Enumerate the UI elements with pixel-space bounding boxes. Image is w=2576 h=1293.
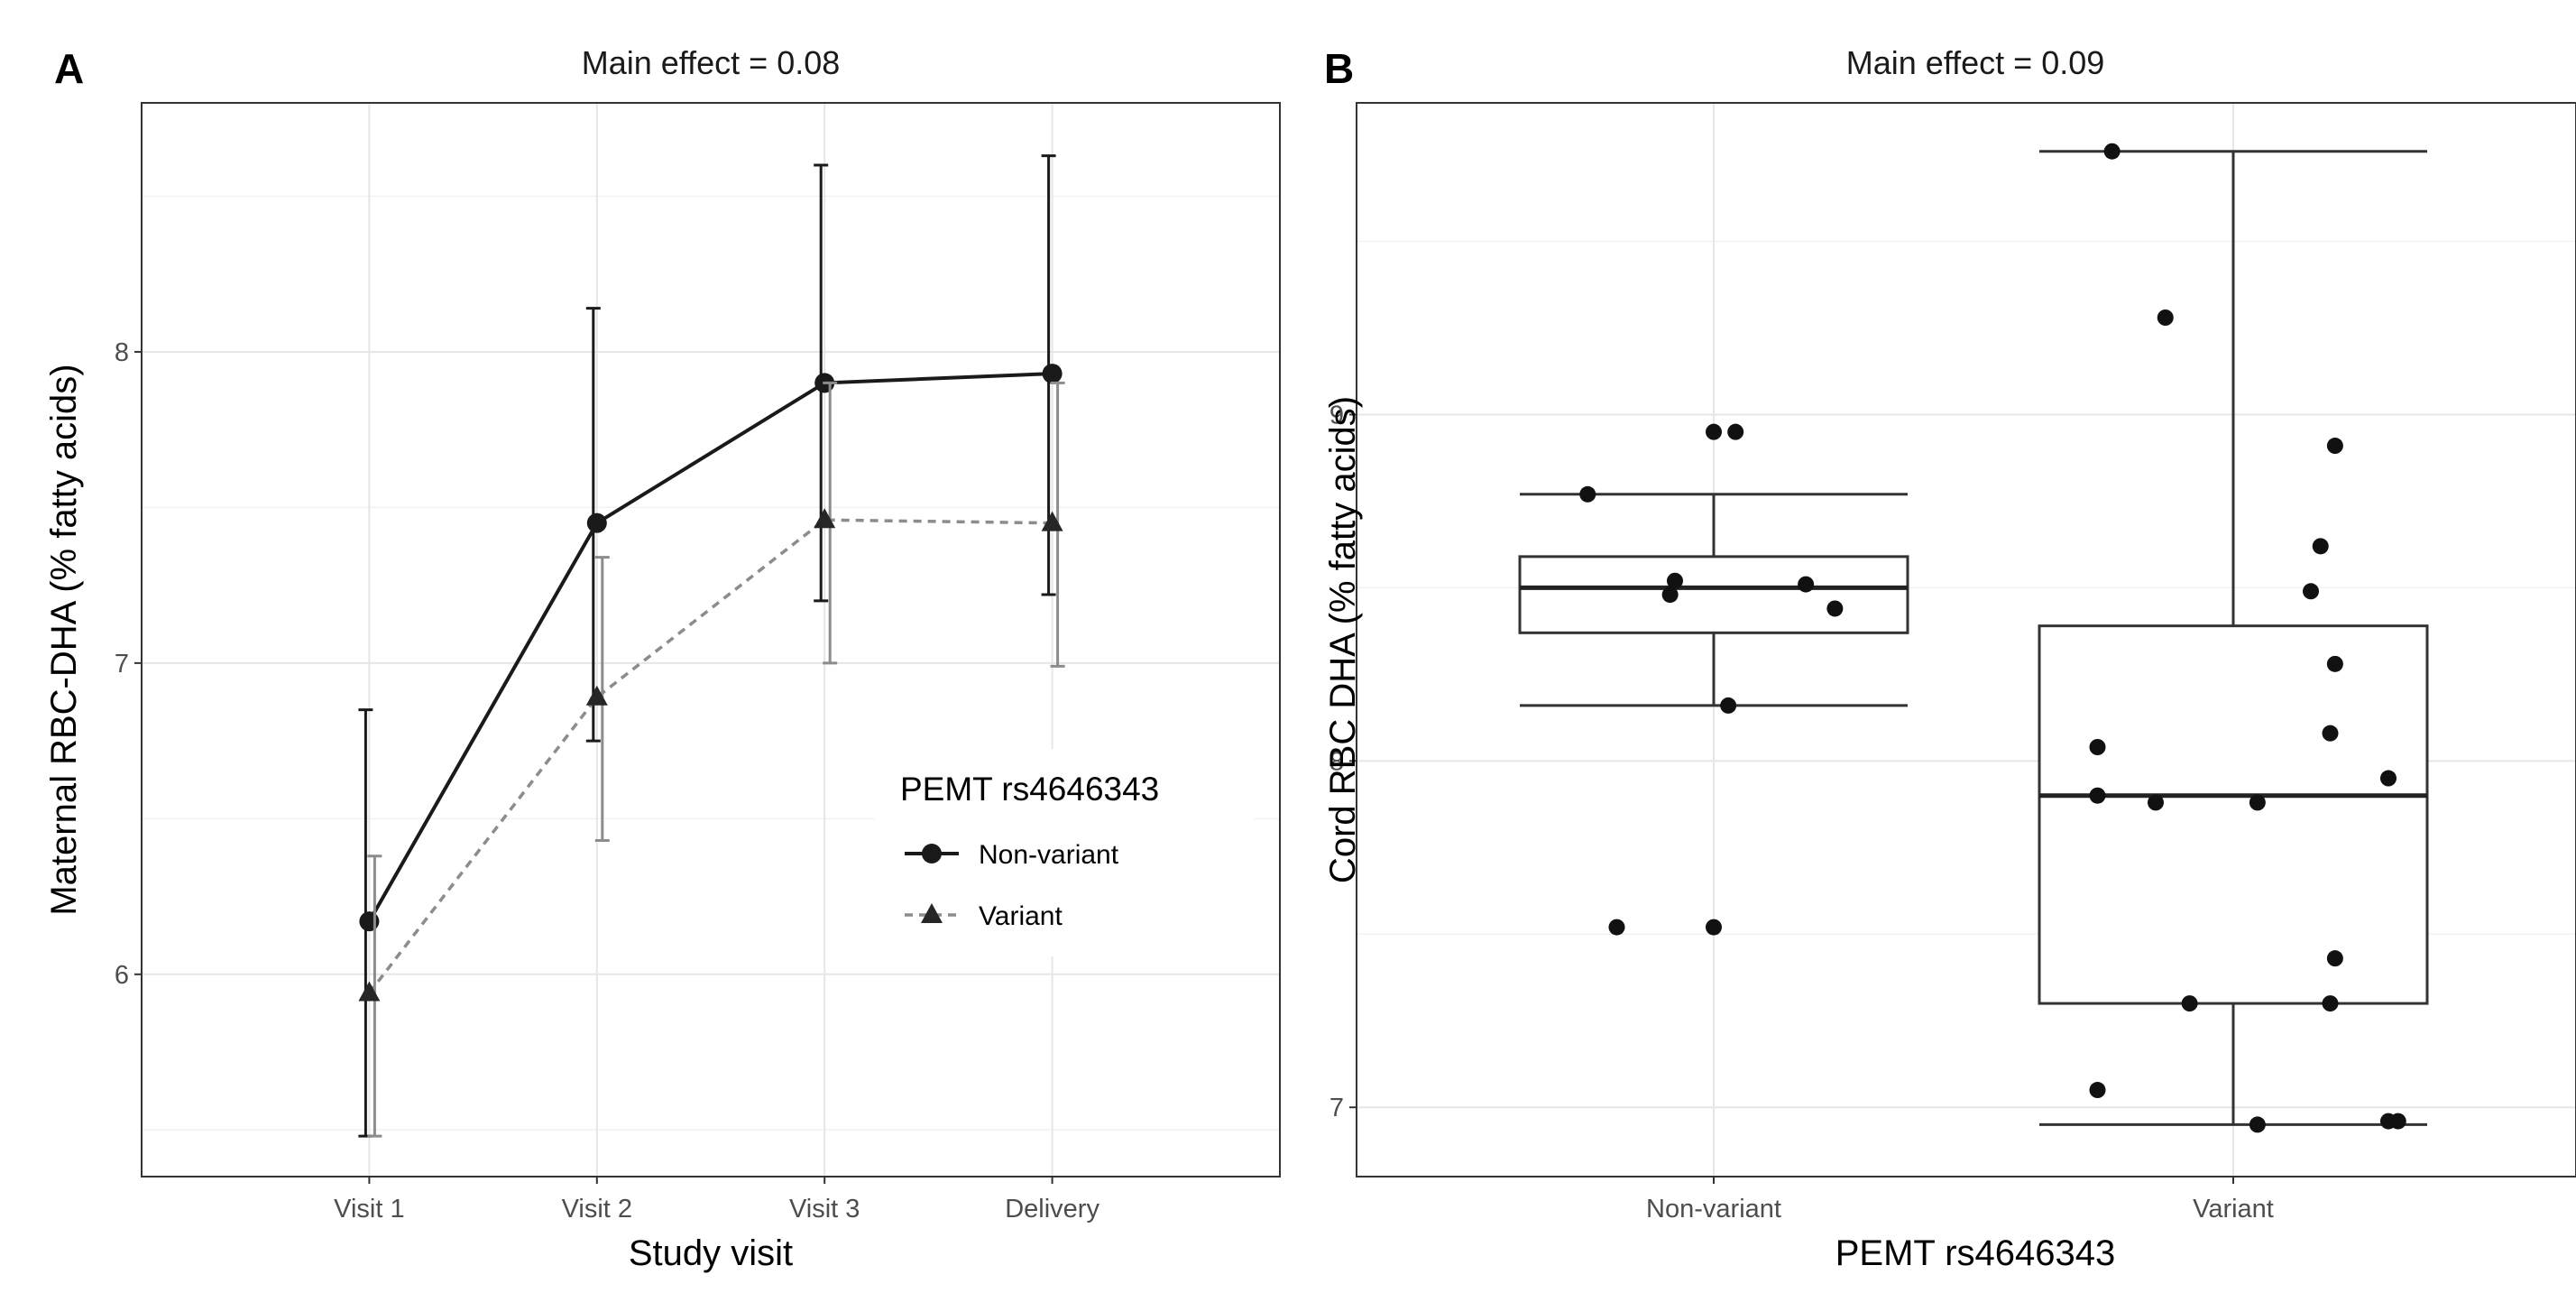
panel-a-series — [358, 154, 1065, 1138]
data-point-circle — [1042, 364, 1063, 384]
panel-a-facet-title: Main effect = 0.08 — [582, 44, 841, 81]
x-tick-label: Variant — [2193, 1195, 2274, 1224]
panel-b-y-axis: 7 8 9 — [1329, 401, 1357, 1122]
panel-a-x-axis-title: Study visit — [629, 1233, 793, 1273]
data-point — [2312, 538, 2329, 555]
box-iqr — [2038, 624, 2429, 1005]
y-tick-label: 6 — [115, 961, 129, 990]
data-point — [2181, 995, 2198, 1012]
y-tick-label: 7 — [1329, 1094, 1344, 1122]
box-iqr — [1518, 555, 1909, 634]
data-point — [2148, 794, 2164, 811]
legend-items: Non-variant Variant — [905, 840, 1119, 931]
data-point — [1661, 586, 1679, 604]
panel-a-x-axis: Visit 1 Visit 2 Visit 3 Delivery — [334, 1177, 1099, 1224]
boxplot-non-variant — [1518, 493, 1909, 707]
data-point — [2089, 787, 2106, 804]
data-point — [2322, 725, 2339, 742]
x-tick-label: Delivery — [1005, 1195, 1099, 1224]
data-point — [2089, 739, 2106, 755]
panel-a-grid — [142, 103, 1280, 1177]
data-point — [1798, 576, 1815, 593]
legend: PEMT rs4646343 Non-variant Variant — [875, 749, 1254, 956]
data-point-triangle — [1041, 511, 1063, 531]
x-tick-label: Visit 2 — [562, 1195, 632, 1224]
data-point — [2249, 1116, 2266, 1133]
y-tick-label: 8 — [115, 338, 129, 367]
panel-b: B Main effect = 0.09 7 8 9 Non-variant Vari… — [1323, 44, 2576, 1273]
x-tick-label: Visit 1 — [334, 1195, 404, 1224]
data-point-triangle — [358, 981, 381, 1002]
panel-b-x-axis: Non-variant Variant — [1646, 1177, 2274, 1224]
data-point — [1667, 572, 1683, 589]
data-point — [2380, 770, 2397, 787]
data-point — [2103, 143, 2121, 160]
legend-key-circle — [922, 844, 942, 864]
panel-letter-a: A — [54, 45, 84, 92]
legend-key-triangle — [921, 903, 943, 923]
panel-b-y-axis-title: Cord RBC DHA (% fatty acids) — [1323, 396, 1363, 883]
y-tick-label: 8 — [1329, 747, 1344, 776]
legend-label: Non-variant — [979, 840, 1119, 870]
legend-label: Variant — [979, 901, 1063, 931]
series-line — [367, 372, 1053, 923]
data-point — [2249, 794, 2266, 811]
panel-b-points — [1579, 143, 2406, 1133]
data-point — [1720, 697, 1737, 714]
panel-b-border — [1356, 102, 2576, 1178]
panel-b-boxplots — [1518, 150, 2429, 1126]
data-point — [2089, 1082, 2106, 1099]
data-point-circle — [359, 911, 380, 932]
data-point — [1826, 600, 1844, 617]
panel-b-facet-title: Main effect = 0.09 — [1846, 44, 2105, 81]
data-point-triangle — [814, 508, 836, 529]
data-point — [2157, 309, 2174, 326]
data-point — [1727, 423, 1744, 440]
boxplot-variant — [2038, 150, 2429, 1126]
series-non-variant — [358, 154, 1063, 1138]
data-point — [2326, 438, 2343, 455]
y-tick-label: 7 — [115, 650, 129, 679]
data-point — [1706, 423, 1722, 440]
legend-title: PEMT rs4646343 — [900, 771, 1159, 808]
panel-letter-b: B — [1324, 45, 1354, 92]
data-point — [2389, 1113, 2406, 1130]
y-tick-label: 9 — [1329, 401, 1344, 429]
data-point — [2326, 655, 2343, 672]
x-tick-label: Non-variant — [1646, 1195, 1781, 1224]
panel-a-y-axis: 6 7 8 — [115, 338, 142, 990]
data-point-triangle — [585, 685, 608, 706]
series-variant — [358, 381, 1065, 1138]
x-tick-label: Visit 3 — [789, 1195, 860, 1224]
data-point — [2303, 583, 2319, 600]
data-point — [1706, 919, 1722, 936]
panel-a-border — [141, 102, 1281, 1178]
data-point-circle — [586, 513, 607, 533]
data-point — [2326, 950, 2343, 967]
panel-a-y-axis-title: Maternal RBC-DHA (% fatty acids) — [44, 364, 84, 915]
data-point — [1579, 485, 1596, 503]
panel-b-x-axis-title: PEMT rs4646343 — [1835, 1233, 2116, 1273]
data-point — [1608, 919, 1625, 936]
data-point — [2322, 995, 2339, 1012]
